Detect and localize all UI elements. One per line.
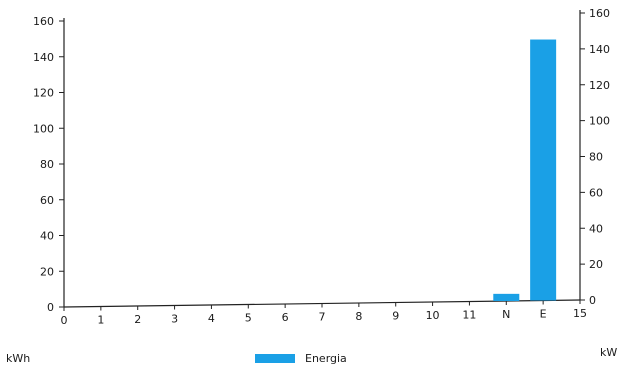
right-y-tick-label: 20 xyxy=(589,258,603,271)
left-y-tick-label: 120 xyxy=(33,87,54,100)
left-y-tick-label: 160 xyxy=(33,15,54,28)
right-y-tick-label: 40 xyxy=(589,222,603,235)
x-tick-label: 5 xyxy=(245,312,252,325)
left-y-tick-label: 140 xyxy=(33,51,54,64)
right-y-tick-label: 0 xyxy=(589,294,596,307)
right-y-tick-label: 100 xyxy=(589,115,610,128)
x-tick-label: 8 xyxy=(355,310,362,323)
x-tick-label: 1 xyxy=(97,314,104,327)
x-tick-label: E xyxy=(540,308,547,321)
right-y-tick-label: 160 xyxy=(589,7,610,20)
left-y-tick-label: 0 xyxy=(47,301,54,314)
right-y-tick-label: 60 xyxy=(589,186,603,199)
x-tick-label: 0 xyxy=(61,314,68,327)
x-tick-label: 6 xyxy=(282,311,289,324)
right-y-tick-label: 80 xyxy=(589,151,603,164)
x-tick-label: 7 xyxy=(319,311,326,324)
right-y-tick-label: 120 xyxy=(589,79,610,92)
legend: Energia xyxy=(255,352,347,365)
x-tick-label: N xyxy=(502,308,510,321)
x-tick-label: 4 xyxy=(208,312,215,325)
bar-energia xyxy=(530,39,557,301)
x-tick-label: 11 xyxy=(462,309,476,322)
x-tick-label: 2 xyxy=(134,313,141,326)
x-tick-label: 9 xyxy=(392,310,399,323)
right-y-tick-label: 140 xyxy=(589,43,610,56)
left-y-tick-label: 60 xyxy=(40,194,54,207)
left-y-tick-label: 40 xyxy=(40,230,54,243)
right-axis-unit-label: kW xyxy=(600,346,618,359)
left-y-tick-label: 80 xyxy=(40,158,54,171)
legend-swatch-energia xyxy=(255,354,295,363)
left-y-tick-label: 100 xyxy=(33,122,54,135)
x-tick-label: 3 xyxy=(171,313,178,326)
left-axis-unit-label: kWh xyxy=(6,352,31,365)
left-y-tick-label: 20 xyxy=(40,265,54,278)
x-tick-label: 10 xyxy=(426,309,440,322)
bar-energia xyxy=(493,293,520,301)
x-tick-label: 15 xyxy=(573,307,587,320)
legend-label-energia: Energia xyxy=(305,352,347,365)
